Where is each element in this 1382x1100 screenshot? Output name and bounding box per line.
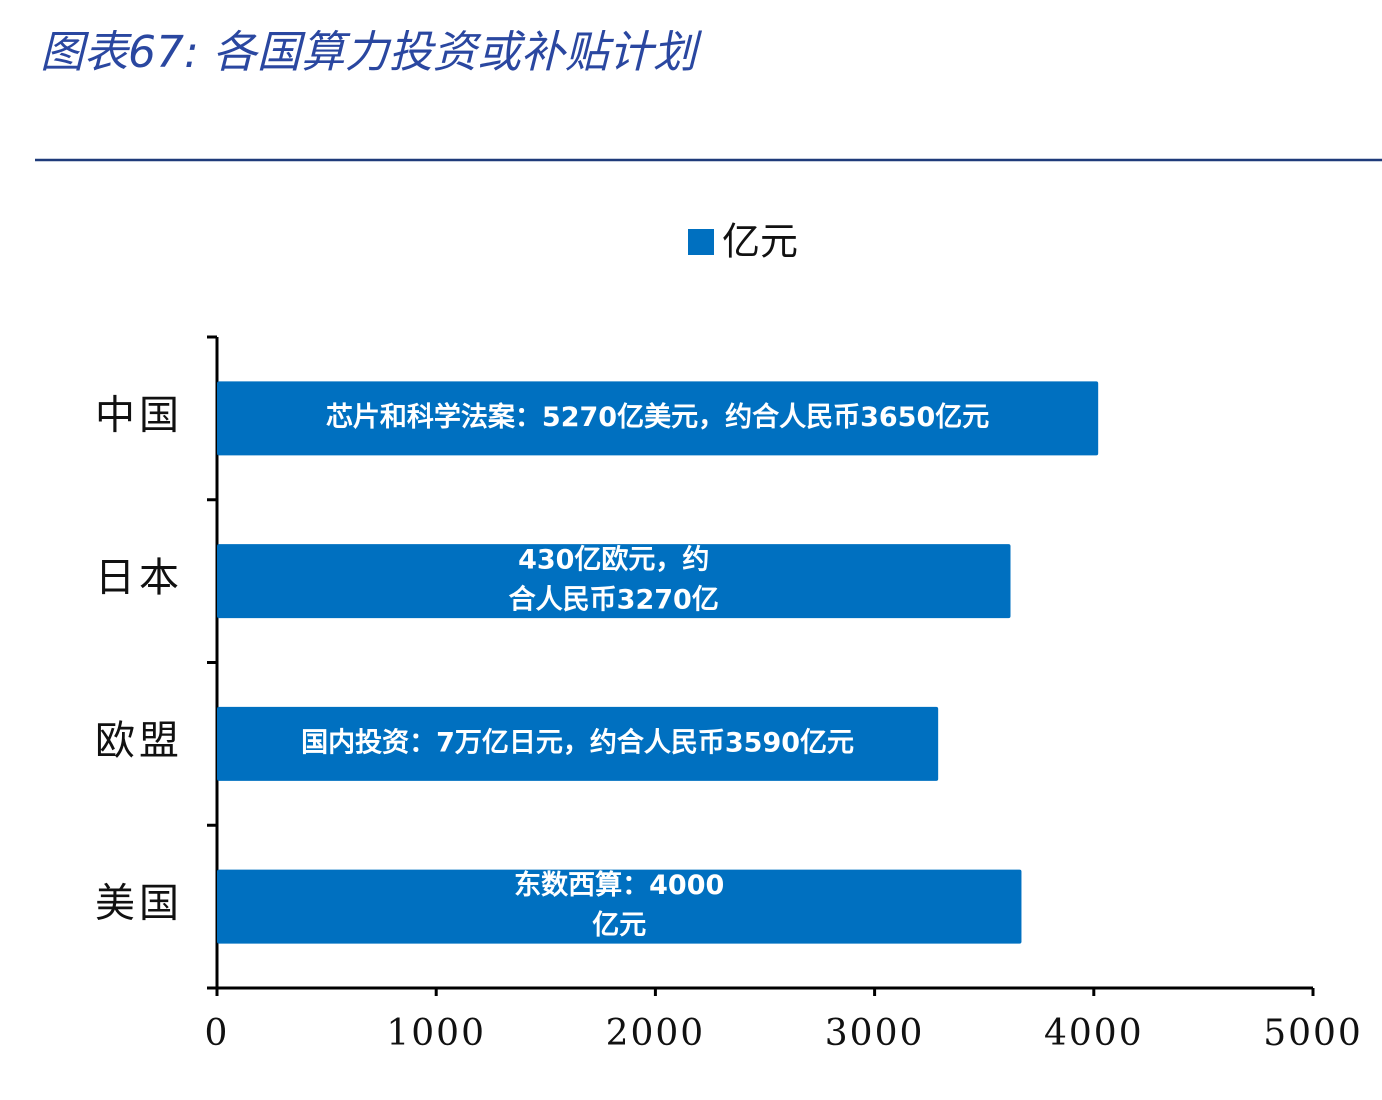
bar-annotation: 芯片和科学法案：5270亿美元，约合人民币3650亿元 [326,401,989,433]
bar [217,544,1011,619]
x-tick-label: 0 [205,1013,230,1054]
bar [217,381,1099,456]
bar-annotation: 430亿欧元，约 [518,545,709,576]
category-label: 欧盟 [95,718,183,764]
x-tick-label: 5000 [1263,1013,1363,1054]
x-tick-label: 1000 [386,1013,486,1054]
category-label: 美国 [95,881,183,927]
bar [217,706,939,781]
category-label: 日本 [95,555,183,601]
x-tick-label: 3000 [825,1013,925,1054]
bar-annotation: 东数西算：4000 [514,869,724,901]
bar-annotation: 亿元 [592,910,646,941]
legend-swatch [688,229,714,255]
chart-title: 图表67: 各国算力投资或补贴计划 [40,27,703,78]
category-label: 中国 [95,392,183,438]
legend-label: 亿元 [722,220,798,264]
bar [217,869,1022,944]
bar-annotation: 合人民币3270亿 [509,584,719,616]
bar-annotation: 国内投资：7万亿日元，约合人民币3590亿元 [301,726,854,758]
x-tick-label: 2000 [606,1013,706,1054]
x-tick-label: 4000 [1044,1013,1144,1054]
